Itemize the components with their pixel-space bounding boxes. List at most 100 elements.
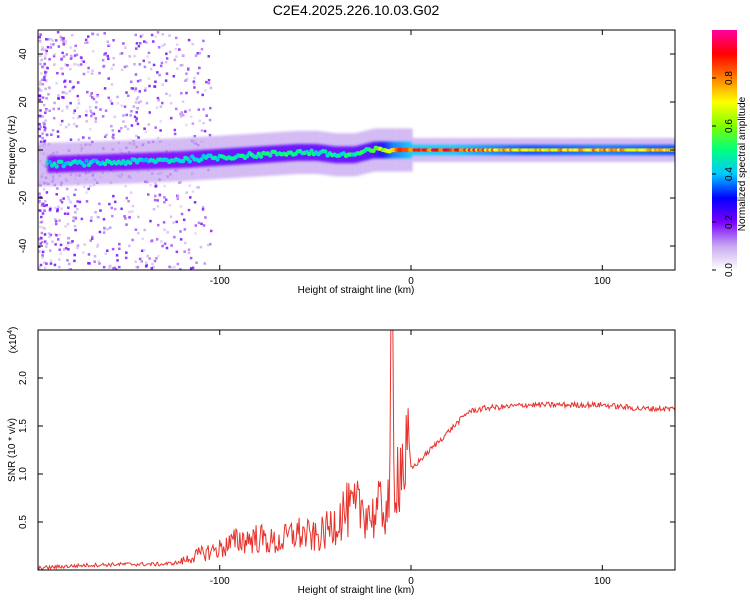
spectrogram-speckle [94,120,97,123]
spectrogram-x-ticks: -100 0 100 [210,30,611,287]
spectrogram-speckle [163,196,166,199]
spectrogram-speckle [135,134,138,138]
spectrogram-ridge-cell [309,148,314,153]
spectrogram-speckle [70,33,74,37]
spectrogram-speckle [149,67,153,71]
spectrogram-speckle [49,46,53,49]
spectrogram-speckle [152,265,155,269]
spectrogram-speckle [56,187,59,190]
spectrogram-speckle [199,245,203,249]
spectrogram-speckle [124,256,128,260]
spectrogram-speckle [45,133,49,136]
snr-x-tick-label: 0 [408,576,414,587]
snr-y-label: SNR (10 * v/v) [7,418,18,482]
spectrogram-speckle [76,200,79,203]
spectrogram-speckle [76,207,79,211]
snr-y-tick-label: 0.5 [18,515,29,529]
spectrogram-speckle [39,115,43,118]
spectrogram-speckle [65,187,69,191]
spectrogram-speckle [102,265,106,269]
spectrogram-speckle [184,79,187,82]
spectrogram-speckle [66,195,70,199]
spectrogram-band-cell [84,154,88,172]
spectrogram-speckle [112,136,115,140]
spectrogram-speckle [77,63,81,67]
spectrogram-speckle [55,151,59,154]
spectrogram-speckle [56,130,60,133]
spectrogram-speckle [148,111,152,114]
spectrogram-speckle [93,260,96,263]
spectrogram-speckle [96,95,99,98]
spectrogram-speckle [44,52,48,56]
spectrogram-band-cell [202,149,206,167]
spectrogram-speckle [185,191,188,194]
spectrogram-speckle [140,249,144,253]
spectrogram-speckle [130,124,134,127]
spectrogram-speckle [96,243,100,247]
spectrogram-speckle [173,265,176,269]
spectrogram-speckle [207,55,211,58]
spectrogram-speckle [39,89,43,92]
spectrogram-speckle [209,86,213,90]
spectrogram-speckle [38,193,42,196]
spectrogram-speckle [69,54,73,58]
spectrogram-speckle [39,242,42,245]
spectrogram-speckle [54,243,57,246]
spectrogram-speckle [94,117,98,120]
spectrogram-speckle [56,238,60,241]
spectrogram-speckle [168,94,172,97]
spectrogram-speckle [41,96,45,99]
spectrogram-speckle [110,83,114,86]
spectrogram-speckle [159,171,162,175]
spectrogram-speckle [91,32,95,36]
spectrogram-speckle [108,226,112,229]
colorbar: 0.0 0.2 0.4 0.6 0.8 Normalized spectral ampl… [712,30,748,277]
snr-y-tick-label: 1.5 [18,419,29,433]
spectrogram-speckle [45,109,48,112]
spectrogram-speckle [43,129,47,132]
spectrogram-band-cell [248,147,251,164]
spectrogram-speckle [161,83,165,86]
spectrogram-speckle [78,115,81,118]
spectrogram-speckle [204,216,207,219]
spectrogram-speckle [201,208,205,211]
spectrogram-speckle [144,265,148,268]
spectrogram-speckle [134,33,138,37]
colorbar-tick-label: 0.4 [724,167,735,181]
spectrogram-speckle [59,67,63,70]
spectrogram-speckle [128,244,131,248]
spectrogram-band-cell [191,150,194,168]
spectrogram-speckle [125,91,128,94]
spectrogram-speckle [165,246,169,250]
spectrogram-speckle [124,217,127,220]
spectrogram-speckle [147,123,151,126]
spectrogram-speckle [135,117,139,120]
spectrogram-speckle [112,56,115,60]
spectrogram-speckle [198,51,202,55]
spectrogram-speckle [44,111,47,115]
spectrogram-speckle [128,216,131,219]
spectrogram-speckle [76,246,79,250]
snr-panel: 0.5 1.0 1.5 2.0 -100 0 100 Height of straight… [7,327,676,596]
spectrogram-heat-layer [38,30,675,270]
spectrogram-speckle [163,228,166,232]
spectrogram-speckle [166,231,169,234]
spectrogram-speckle [39,140,43,144]
spectrogram-speckle [147,193,150,196]
spectrogram-speckle [96,33,99,36]
spectrogram-speckle [56,135,60,138]
spectrogram-speckle [48,109,51,113]
spectrogram-speckle [148,84,151,88]
spectrogram-speckle [120,207,123,211]
spectrogram-speckle [73,224,77,228]
spectrogram-speckle [150,266,154,270]
spectrogram-speckle [87,262,90,265]
spectrogram-speckle [38,245,41,248]
spectrogram-speckle [38,199,41,203]
spectrogram-speckle [104,52,107,55]
spectrogram-speckle [59,243,63,247]
spectrogram-speckle [168,34,171,37]
spectrogram-speckle [39,62,42,66]
spectrogram-speckle [39,54,42,58]
spectrogram-speckle [75,106,79,109]
